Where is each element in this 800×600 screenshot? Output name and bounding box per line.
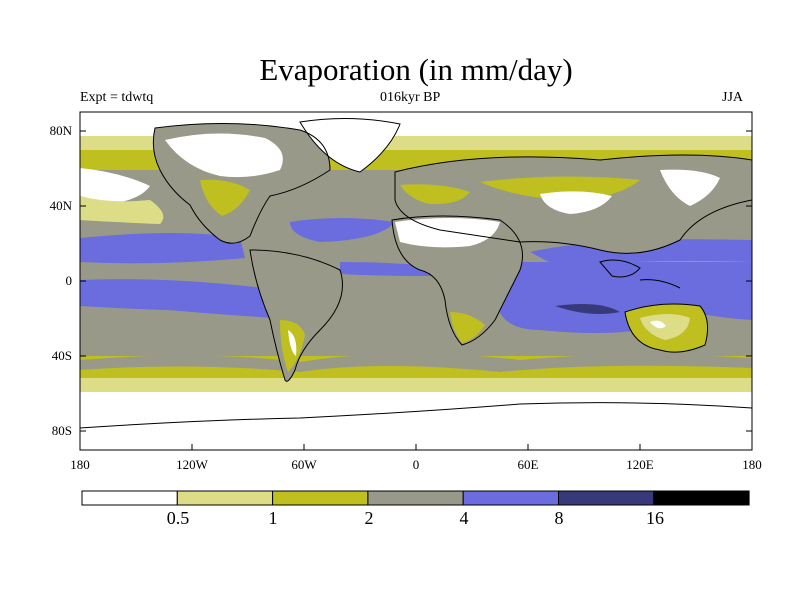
- evaporation-field: [80, 112, 752, 450]
- colorbar-label: 16: [646, 508, 664, 528]
- experiment-label: Expt = tdwtq: [80, 90, 154, 105]
- colorbar-label: 2: [364, 508, 374, 528]
- x-tick-label: 60W: [291, 457, 317, 472]
- x-tick-label: 120W: [176, 457, 208, 472]
- y-tick-label: 80N: [49, 123, 72, 138]
- y-tick-label: 40S: [51, 348, 72, 363]
- colorbar-box: [367, 490, 464, 506]
- colorbar-box: [462, 490, 560, 506]
- colorbar-label: 1: [268, 508, 278, 528]
- axis-ticks: [80, 130, 752, 450]
- colorbar-label: 0.5: [166, 508, 190, 528]
- season-label: JJA: [722, 90, 744, 105]
- colorbar-box: [81, 490, 178, 506]
- x-tick-label: 60E: [517, 457, 539, 472]
- x-tick-label: 180: [70, 457, 90, 472]
- x-tick-label: 0: [412, 457, 420, 472]
- map-title: Evaporation (in mm/day): [259, 52, 573, 87]
- x-tick-label: 180: [742, 457, 762, 472]
- colorbar: [81, 490, 750, 506]
- colorbar-box: [653, 490, 750, 506]
- colorbar-box: [176, 490, 274, 506]
- y-tick-label: 80S: [51, 423, 72, 438]
- y-tick-label: 0: [65, 273, 73, 288]
- period-label: 016kyr BP: [380, 90, 441, 105]
- colorbar-label: 8: [554, 508, 564, 528]
- y-tick-label: 40N: [49, 198, 72, 213]
- colorbar-box: [558, 490, 655, 506]
- colorbar-label: 4: [459, 508, 469, 528]
- colorbar-box: [272, 490, 369, 506]
- coastlines: [80, 117, 752, 429]
- x-tick-label: 120E: [626, 457, 654, 472]
